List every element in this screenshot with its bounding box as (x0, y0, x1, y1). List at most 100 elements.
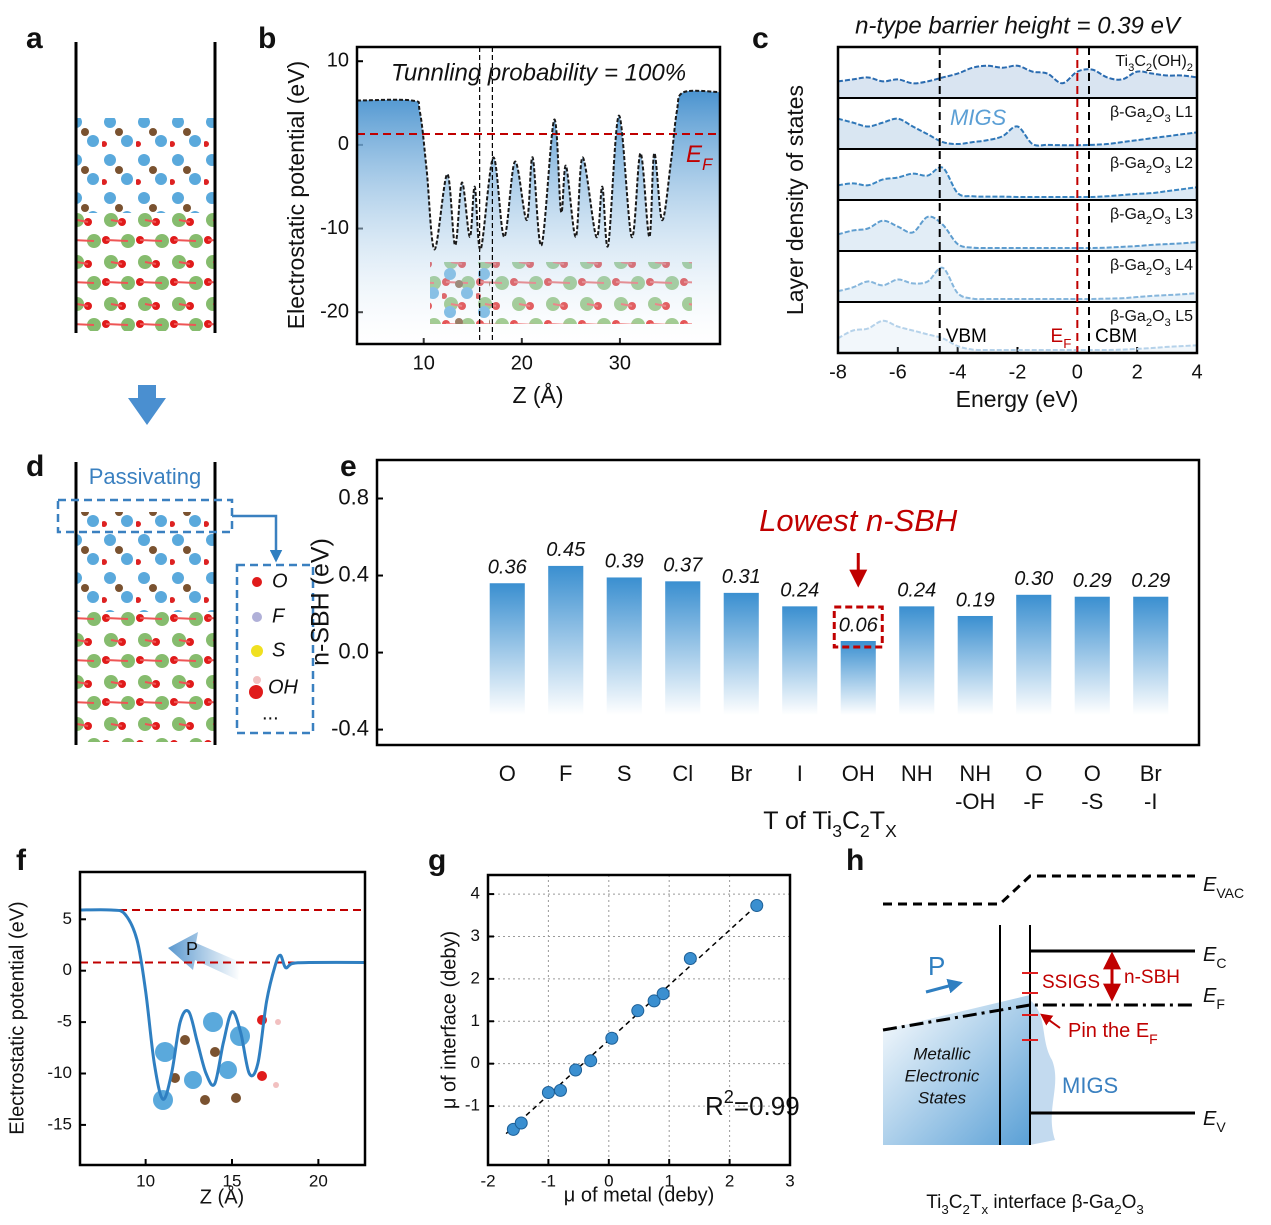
ssigs-label: SSIGS (1042, 972, 1100, 993)
text-part: C (1134, 53, 1146, 70)
y-tick-label: -10 (47, 1063, 72, 1082)
plot-frame (355, 45, 722, 346)
x-tick-label: -I (1144, 789, 1157, 814)
legend-item: S (272, 639, 286, 661)
text-part: 2 (1146, 164, 1152, 176)
text-part: 3 (1165, 266, 1171, 278)
x-axis-label: T of Ti3C2TX (763, 807, 897, 841)
point (584, 1054, 598, 1068)
point (647, 994, 661, 1008)
annotation: P (186, 939, 198, 959)
y-tick-label: -20 (320, 300, 349, 322)
point (541, 1086, 555, 1099)
y-tick-label: -5 (57, 1012, 72, 1031)
text-part: E (1203, 985, 1217, 1007)
x-axis-label: Z (Å) (512, 381, 563, 408)
annotation: MIGS (950, 105, 1007, 130)
value-label: 0.39 (605, 551, 644, 573)
legend-label: β-Ga2O3 L2 (1110, 155, 1193, 176)
dos-line (837, 166, 1198, 199)
x-tick-label: 20 (309, 1171, 328, 1190)
text-part: =0.99 (734, 1091, 800, 1121)
text-part: T (970, 1192, 982, 1213)
text-part: 3 (1136, 1202, 1143, 1217)
x-tick-label: NH (959, 761, 991, 786)
x-tick-label: -2 (480, 1171, 495, 1190)
text-part: interface β-Ga (988, 1192, 1114, 1213)
x-axis-label: Z (Å) (200, 1185, 244, 1208)
text-part: (OH) (1152, 53, 1187, 70)
x-tick-label: Br (1140, 761, 1162, 786)
y-axis-label: Electrostatic potential (eV) (283, 61, 309, 329)
y-tick-label: -10 (320, 217, 349, 239)
dos-fill (838, 118, 1197, 149)
y-tick-label: -1 (465, 1096, 480, 1115)
bar (1074, 596, 1110, 715)
dos-line (837, 266, 1198, 301)
y-tick-label: 0 (471, 1053, 480, 1072)
x-tick-label: 10 (413, 352, 435, 374)
annotation: Lowest n-SBH (759, 503, 958, 538)
x-tick-label: F (559, 761, 572, 786)
reference-label: VBM (946, 326, 987, 347)
text-part: β-Ga (1110, 104, 1146, 121)
bar (606, 577, 642, 715)
text-part: Ti (1115, 53, 1128, 70)
dos-line (837, 64, 1198, 85)
text-part: T of Ti (763, 807, 832, 835)
text-part: 2 (1146, 215, 1152, 227)
dos-line (837, 319, 1198, 352)
text-part: 2 (860, 821, 870, 841)
migs-label: MIGS (1062, 1073, 1118, 1098)
legend-item: O (272, 570, 288, 592)
x-tick-label: 0 (1072, 361, 1083, 383)
x-axis-label: Energy (eV) (956, 386, 1079, 412)
value-label: 0.24 (897, 580, 936, 602)
legend-item: OH (268, 676, 299, 698)
highlight-box (832, 605, 884, 649)
caption: Ti3C2Tx interface β-Ga2O3 (926, 1192, 1144, 1217)
y-axis-label: μ of interface (deby) (438, 931, 460, 1109)
value-label: 0.06 (839, 614, 879, 636)
point (605, 1031, 619, 1045)
text-part: 3 (832, 821, 842, 841)
dos-fill (838, 267, 1197, 302)
chart-title: n-type barrier height = 0.39 eV (855, 12, 1182, 39)
metallic-label: States (918, 1088, 967, 1107)
text-part: E (686, 141, 703, 168)
legend-item: ... (262, 702, 279, 724)
structure-a (74, 42, 217, 425)
bar (1016, 594, 1052, 715)
text-part: Pin the E (1068, 1020, 1149, 1042)
dos-fill (838, 167, 1197, 200)
level-label: EC (1203, 944, 1226, 970)
value-label: 0.31 (722, 566, 761, 588)
y-tick-label: 0.0 (338, 638, 369, 663)
y-axis-label: Layer density of states (782, 85, 808, 315)
plot-frame (486, 873, 792, 1167)
bar (1133, 596, 1169, 715)
x-tick-label: 2 (725, 1171, 734, 1190)
point (553, 1083, 567, 1097)
x-tick-label: -6 (889, 361, 907, 383)
value-label: 0.29 (1073, 570, 1112, 592)
panel-letter: b (258, 22, 276, 55)
plot-frame (836, 45, 1199, 355)
text-part: O (1122, 1192, 1137, 1213)
text-part: R (705, 1091, 724, 1121)
text-part: C (1216, 955, 1226, 971)
band-diagram (882, 874, 1195, 1145)
x-tick-label: -2 (1009, 361, 1027, 383)
text-part: 2 (1187, 62, 1193, 74)
metallic-label: Metallic (913, 1044, 971, 1063)
level-label: EF (1203, 985, 1225, 1011)
level-label: EV (1203, 1108, 1226, 1134)
text-part: L2 (1171, 155, 1193, 172)
x-tick-label: O (1025, 761, 1042, 786)
y-tick-label: 4 (471, 884, 480, 903)
text-part: L3 (1171, 206, 1193, 223)
value-label: 0.37 (663, 555, 703, 577)
x-tick-label: 1 (664, 1171, 673, 1190)
x-tick-label: -4 (949, 361, 967, 383)
y-axis-label: Electrostatic potential (eV) (6, 901, 28, 1134)
